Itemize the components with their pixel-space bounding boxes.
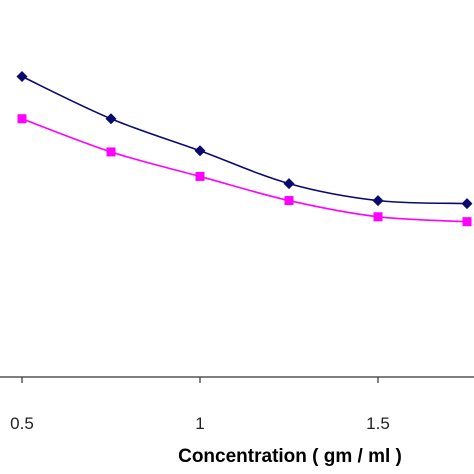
series-2-point <box>17 114 27 124</box>
series-1-line <box>21 75 468 205</box>
series-1 <box>16 71 473 210</box>
series-2-point <box>284 196 294 206</box>
series-2 <box>17 114 472 227</box>
x-axis-title: Concentration ( gm / ml ) <box>178 446 402 467</box>
series-2-point <box>373 212 383 222</box>
x-tick-label: 0.5 <box>10 414 34 433</box>
series-1-point <box>105 113 117 125</box>
series-1-point <box>16 71 28 83</box>
x-tick-label: 1 <box>195 414 204 433</box>
series-1-point <box>194 145 206 157</box>
series-2-point <box>462 217 472 227</box>
x-tick-label: 1.5 <box>366 414 390 433</box>
x-axis-tick-labels: 0.5 1 1.5 <box>10 414 390 433</box>
series-1-point <box>372 195 384 207</box>
series-2-point <box>106 147 116 157</box>
series-1-point <box>461 198 473 210</box>
series-1-point <box>283 178 295 190</box>
series-2-line <box>21 118 468 223</box>
series-2-point <box>195 171 205 181</box>
x-axis-ticks <box>21 377 379 383</box>
plot-area <box>16 71 473 227</box>
